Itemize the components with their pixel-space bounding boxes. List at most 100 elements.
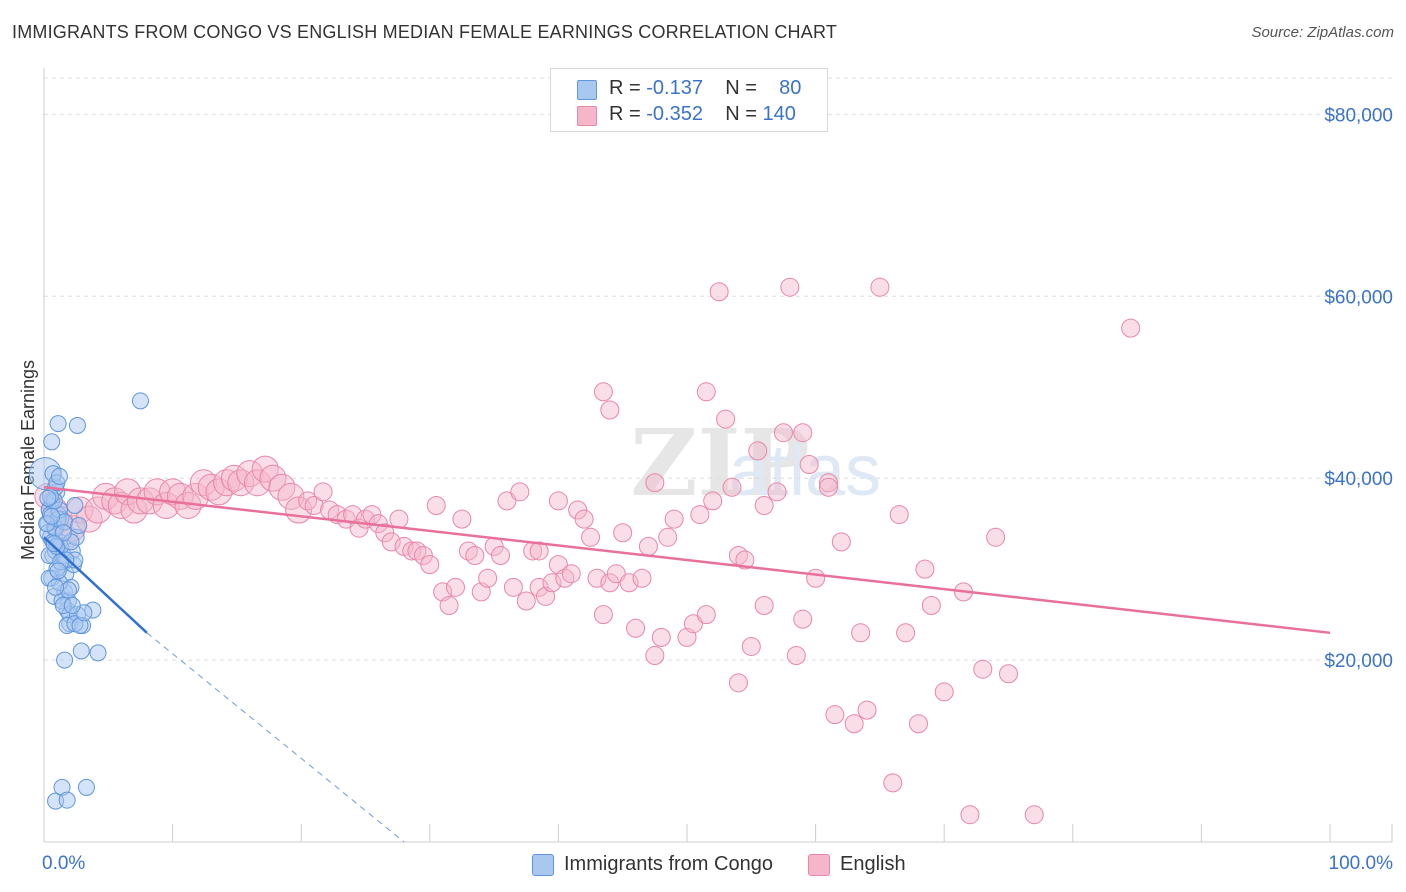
english-trendline [43, 486, 1331, 635]
english-point [236, 460, 264, 488]
english-point [213, 469, 241, 497]
english-point [696, 605, 716, 625]
english-point [529, 541, 549, 561]
english-point [651, 627, 671, 647]
english-point [593, 605, 613, 625]
english-point [542, 573, 562, 593]
english-point [690, 505, 710, 525]
english-point [613, 523, 633, 543]
congo-point [39, 489, 57, 507]
english-point [626, 618, 646, 638]
english-point [915, 559, 935, 579]
y-tick-label: $40,000 [1324, 469, 1393, 490]
english-point [825, 705, 845, 725]
congo-trendline-extension [146, 632, 405, 843]
legend-n-label: N = [725, 103, 757, 125]
english-point [593, 382, 613, 402]
english-swatch [808, 854, 830, 876]
english-point [491, 546, 511, 565]
english-point [851, 623, 871, 643]
english-point [818, 473, 838, 493]
english-point [754, 596, 774, 616]
english-point [381, 532, 401, 552]
english-point [632, 568, 652, 588]
congo-point [77, 778, 95, 796]
congo-point [68, 416, 86, 434]
congo-point [89, 644, 107, 662]
watermark-atlas: atlas [729, 431, 881, 511]
english-point [741, 636, 761, 656]
bottom-legend-label: English [840, 853, 906, 875]
english-point [709, 282, 729, 302]
congo-point [66, 496, 84, 514]
english-point [197, 473, 225, 501]
english-point [754, 495, 774, 515]
english-point [313, 482, 333, 502]
english-point [600, 400, 620, 420]
english-point [844, 714, 864, 734]
english-point [619, 573, 639, 593]
english-point [780, 277, 800, 297]
legend-n-value: 140 [762, 103, 796, 125]
english-point [510, 482, 530, 502]
congo-point [49, 562, 67, 580]
english-point [452, 509, 472, 529]
english-point [908, 714, 928, 734]
english-point [722, 477, 742, 497]
english-point [973, 659, 993, 679]
congo-swatch [577, 80, 597, 100]
english-point [806, 568, 826, 588]
english-point [561, 564, 581, 584]
english-point [986, 527, 1006, 547]
english-point [921, 596, 941, 616]
congo-point [72, 642, 90, 660]
english-point [889, 505, 909, 525]
english-point [645, 646, 665, 666]
english-swatch [577, 106, 597, 126]
english-point [645, 473, 665, 493]
english-point [799, 455, 819, 475]
english-point [831, 532, 851, 552]
english-point [748, 441, 768, 461]
english-point [793, 423, 813, 443]
y-tick-label: $20,000 [1324, 651, 1393, 672]
english-point [402, 541, 422, 561]
english-point [152, 491, 180, 519]
congo-point [131, 392, 149, 410]
english-point [1121, 318, 1141, 338]
legend-n-label: N = [725, 77, 757, 99]
english-point [439, 596, 459, 616]
english-point [446, 577, 466, 597]
english-point [793, 609, 813, 629]
source-credit: Source: ZipAtlas.com [1251, 24, 1394, 41]
chart-title: IMMIGRANTS FROM CONGO VS ENGLISH MEDIAN … [12, 22, 838, 42]
english-point [243, 469, 271, 497]
english-point [870, 277, 890, 297]
english-point [574, 509, 594, 529]
english-point [277, 482, 305, 510]
congo-point [43, 507, 61, 525]
y-tick-label: $80,000 [1324, 105, 1393, 126]
english-point [251, 455, 279, 483]
congo-point [43, 433, 61, 451]
english-point [420, 555, 440, 575]
congo-swatch [532, 854, 554, 876]
english-point [773, 423, 793, 443]
english-point [548, 491, 568, 511]
legend-r-value: -0.352 [646, 103, 703, 125]
y-tick-label: $60,000 [1324, 287, 1393, 308]
english-point [716, 409, 736, 429]
english-point [587, 568, 607, 588]
english-point [581, 527, 601, 547]
watermark: ZIP [630, 409, 809, 517]
congo-point [54, 524, 72, 542]
legend-r-label: R = [609, 103, 641, 125]
english-point [503, 577, 523, 597]
correlation-legend: R = -0.137 N = 80 R = -0.352 N = 140 [550, 68, 828, 132]
english-point [84, 496, 112, 524]
english-point [683, 614, 703, 634]
english-point [960, 805, 980, 825]
english-point [934, 682, 954, 702]
english-point [735, 550, 755, 570]
